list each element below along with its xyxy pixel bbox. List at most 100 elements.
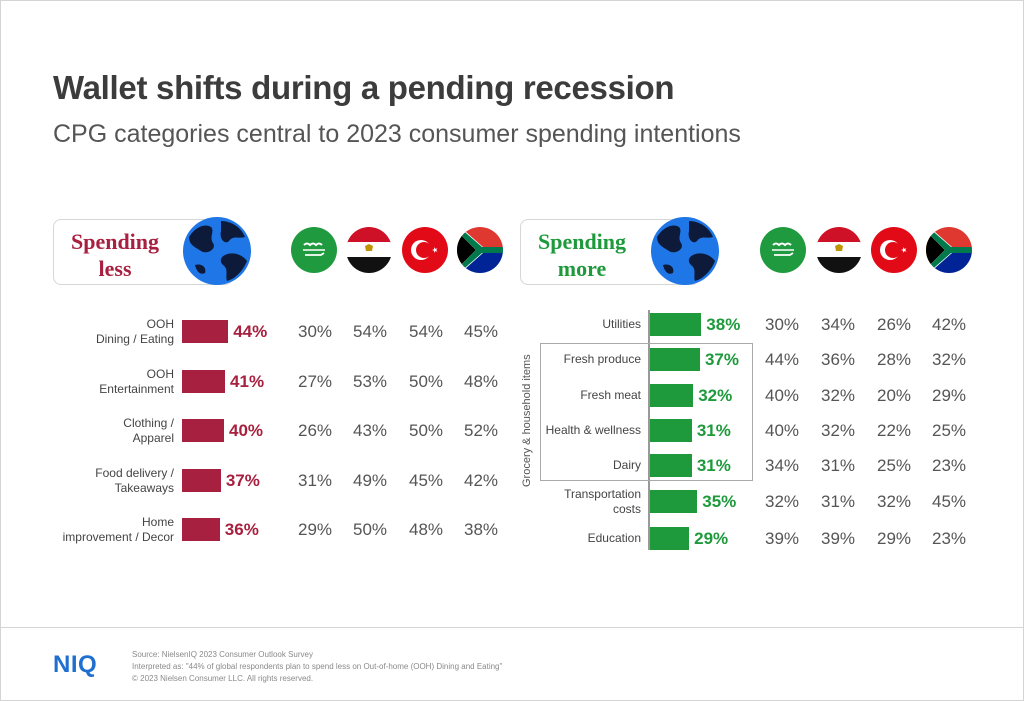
less-bar-value-label: 41%	[230, 372, 265, 391]
less-country-value: 45%	[463, 322, 499, 341]
more-bar-value-label: 31%	[696, 456, 731, 475]
more-category-label: Fresh produce	[564, 352, 641, 367]
more-category-label-line: Utilities	[602, 317, 641, 331]
spending-more-title-line2: more	[557, 256, 607, 281]
more-category-label: Fresh meat	[580, 388, 641, 403]
less-category-label-line: Entertainment	[99, 381, 174, 396]
less-category-label-line: improvement / Decor	[62, 529, 174, 544]
less-bar-value-label: 37%	[225, 471, 260, 490]
more-country-value: 40%	[764, 386, 800, 405]
page-title: Wallet shifts during a pending recession	[53, 69, 675, 106]
less-country-value: 48%	[463, 372, 499, 391]
more-country-value: 36%	[820, 350, 856, 369]
globe-icon	[651, 217, 719, 285]
more-country-value: 25%	[931, 421, 967, 440]
niq-logo: NIQ	[53, 651, 98, 678]
more-category-label-line: Transportation	[564, 486, 641, 501]
more-bar-value-label: 35%	[702, 492, 737, 511]
spending-more-title-line1: Spending	[537, 229, 627, 254]
more-category-label: Dairy	[613, 458, 641, 473]
more-category-label: Transportation costs	[564, 487, 641, 517]
less-country-value: 54%	[352, 322, 388, 341]
more-country-value: 44%	[764, 350, 800, 369]
south-africa-flag-icon	[457, 227, 503, 273]
copyright-note: © 2023 Nielsen Consumer LLC. All rights …	[132, 674, 314, 683]
more-bar-value-label: 31%	[696, 421, 731, 440]
more-category-label-line: Dairy	[612, 458, 641, 472]
more-country-value: 28%	[876, 350, 912, 369]
less-country-value: 38%	[463, 520, 499, 539]
less-country-value: 50%	[408, 372, 444, 391]
egypt-flag-icon	[816, 227, 862, 273]
less-country-value: 49%	[352, 471, 388, 490]
less-country-value: 30%	[297, 322, 333, 341]
more-bar	[650, 490, 698, 513]
more-country-value: 23%	[931, 456, 967, 475]
less-category-label-line: Dining / Eating	[95, 331, 174, 346]
more-category-label: Utilities	[602, 317, 641, 332]
more-category-label: Education	[588, 531, 641, 546]
less-category-label-line: Clothing /	[123, 415, 174, 430]
page-subtitle: CPG categories central to 2023 consumer …	[53, 120, 741, 148]
more-bar	[650, 527, 690, 550]
less-category-label: OOH Dining / Eating	[96, 317, 174, 347]
more-country-value: 40%	[764, 421, 800, 440]
more-country-value: 22%	[876, 421, 912, 440]
less-country-value: 45%	[408, 471, 444, 490]
less-bar	[182, 370, 226, 393]
spending-more-title: Spending more	[527, 228, 637, 282]
more-bar	[650, 313, 702, 336]
less-country-value: 31%	[297, 471, 333, 490]
more-country-value: 32%	[931, 350, 967, 369]
less-bar-value-label: 36%	[224, 520, 259, 539]
less-country-value: 48%	[408, 520, 444, 539]
less-category-label-line: Apparel	[132, 430, 174, 445]
grocery-group-label: Grocery & household items	[521, 354, 533, 487]
egypt-flag-icon	[346, 227, 392, 273]
less-category-label: OOH Entertainment	[99, 367, 174, 397]
globe-icon	[183, 217, 251, 285]
more-bar	[650, 384, 694, 407]
more-country-value: 45%	[931, 492, 967, 511]
more-bar	[650, 348, 700, 371]
less-country-value: 27%	[297, 372, 333, 391]
more-bar-value-label: 32%	[698, 386, 733, 405]
more-category-label-line: Fresh produce	[563, 352, 641, 366]
south-africa-flag-icon	[926, 227, 972, 273]
spending-less-title-line2: less	[98, 256, 132, 281]
footer-divider	[1, 627, 1024, 628]
spending-more-panel: Spending more Grocery & household items U…	[513, 213, 1024, 563]
less-country-value: 52%	[463, 421, 499, 440]
more-country-value: 29%	[876, 529, 912, 548]
turkey-flag-icon	[871, 227, 917, 273]
more-country-value: 32%	[820, 421, 856, 440]
spending-less-panel: Spending less OOH Dining / Eating 44% 30% 54…	[1, 213, 513, 563]
more-bar	[650, 454, 692, 477]
bar-axis-line	[648, 310, 650, 550]
less-category-label-line: Food delivery /	[95, 465, 174, 480]
more-category-label-line: Fresh meat	[580, 388, 641, 402]
less-bar	[182, 419, 224, 442]
more-country-value: 32%	[820, 386, 856, 405]
less-bar	[182, 320, 229, 343]
less-bar-value-label: 44%	[233, 322, 268, 341]
less-bar	[182, 518, 220, 541]
grocery-group-box	[540, 343, 753, 481]
less-category-label: Clothing / Apparel	[123, 416, 174, 446]
less-country-value: 29%	[297, 520, 333, 539]
less-category-label-line: Takeaways	[114, 480, 174, 495]
less-bar-value-label: 40%	[229, 421, 264, 440]
more-category-label-line: costs	[612, 501, 641, 516]
more-country-value: 20%	[876, 386, 912, 405]
less-country-value: 26%	[297, 421, 333, 440]
less-category-label-line: OOH	[146, 366, 174, 381]
more-country-value: 34%	[820, 315, 856, 334]
more-bar	[650, 419, 692, 442]
more-country-value: 32%	[876, 492, 912, 511]
less-category-label-line: Home	[141, 514, 174, 529]
more-country-value: 31%	[820, 456, 856, 475]
less-country-value: 42%	[463, 471, 499, 490]
source-note: Source: NielsenIQ 2023 Consumer Outlook …	[132, 650, 313, 659]
less-category-label-line: OOH	[146, 316, 174, 331]
